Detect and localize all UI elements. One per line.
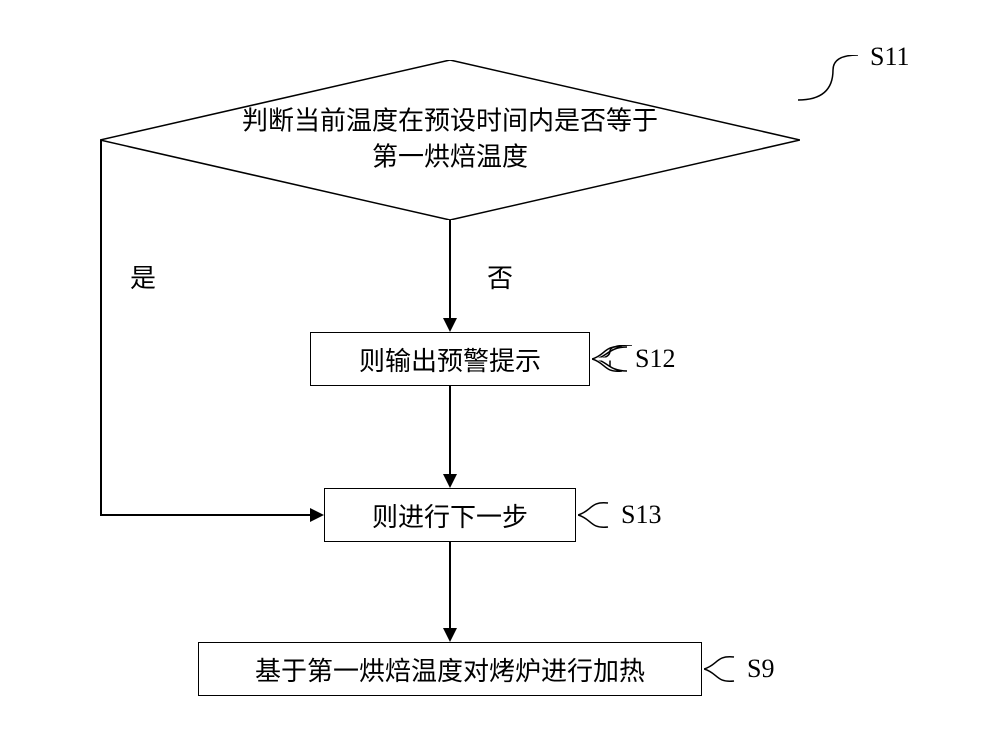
s13-label: S13: [621, 500, 661, 530]
s11-connector: [798, 55, 878, 105]
yes-label: 是: [130, 258, 156, 295]
line-yes-to-s13: [100, 514, 312, 516]
decision-text: 判断当前温度在预设时间内是否等于 第一烘焙温度: [100, 104, 800, 177]
step-s12-text: 则输出预警提示: [359, 341, 541, 378]
decision-line1: 判断当前温度在预设时间内是否等于: [242, 107, 658, 136]
arrow-s12: [443, 318, 457, 332]
step-s9-box: 基于第一烘焙温度对烤炉进行加热: [198, 642, 702, 696]
line-yes-down: [100, 140, 102, 515]
line-s12-to-s13: [449, 386, 451, 486]
step-s12-box: 则输出预警提示: [310, 332, 590, 386]
step-s13-text: 则进行下一步: [372, 497, 528, 534]
s11-label: S11: [870, 42, 910, 72]
s9-label: S9: [747, 654, 774, 684]
line-to-s12: [449, 290, 451, 320]
s12-label: S12: [635, 344, 675, 374]
no-label: 否: [487, 258, 513, 295]
arrow-s9: [443, 628, 457, 642]
line-s13-to-s9: [449, 542, 451, 640]
decision-line2: 第一烘焙温度: [372, 143, 528, 172]
step-s9-text: 基于第一烘焙温度对烤炉进行加热: [255, 651, 645, 688]
arrow-s12-s13: [443, 474, 457, 488]
arrow-s13: [310, 508, 324, 522]
decision-diamond: 判断当前温度在预设时间内是否等于 第一烘焙温度: [100, 60, 800, 220]
line-diamond-down: [449, 220, 451, 290]
step-s13-box: 则进行下一步: [324, 488, 576, 542]
